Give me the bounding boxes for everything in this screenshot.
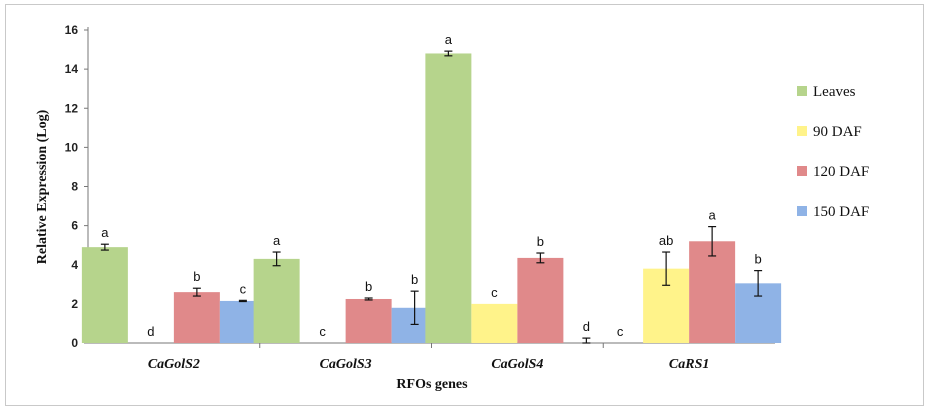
y-tick-label: 4 bbox=[71, 258, 78, 272]
bar bbox=[173, 292, 220, 343]
x-category-label: CaGolS3 bbox=[320, 357, 372, 372]
legend-swatch bbox=[797, 206, 807, 216]
bar bbox=[471, 303, 518, 343]
bar bbox=[345, 298, 392, 343]
significance-letter: c bbox=[491, 285, 498, 300]
y-tick-label: 0 bbox=[71, 336, 78, 350]
bar bbox=[425, 53, 472, 343]
y-tick-label: 12 bbox=[65, 101, 79, 115]
significance-letter: b bbox=[755, 252, 762, 267]
significance-letter: c bbox=[240, 281, 247, 296]
bar bbox=[253, 258, 300, 343]
significance-letter: a bbox=[709, 208, 717, 223]
significance-letter: c bbox=[617, 324, 624, 339]
y-tick-label: 16 bbox=[65, 23, 79, 37]
significance-letter: a bbox=[273, 233, 281, 248]
bar bbox=[81, 247, 128, 343]
significance-letter: b bbox=[365, 279, 372, 294]
x-category-label: CaRS1 bbox=[669, 357, 709, 372]
significance-letter: c bbox=[319, 324, 326, 339]
significance-letter: a bbox=[445, 32, 453, 47]
y-axis-title: Relative Expression (Log) bbox=[35, 109, 50, 264]
legend-swatch bbox=[797, 86, 807, 96]
significance-letter: d bbox=[147, 324, 154, 339]
bar bbox=[689, 241, 736, 343]
y-tick-label: 10 bbox=[65, 140, 79, 154]
y-tick-label: 8 bbox=[71, 180, 78, 194]
y-tick-label: 6 bbox=[71, 219, 78, 233]
x-axis-title: RFOs genes bbox=[396, 377, 468, 392]
significance-letter: b bbox=[193, 269, 200, 284]
legend-label: 150 DAF bbox=[813, 204, 869, 220]
y-tick-label: 2 bbox=[71, 297, 78, 311]
legend-label: Leaves bbox=[813, 84, 856, 100]
legend-label: 90 DAF bbox=[813, 124, 862, 140]
significance-letter: ab bbox=[659, 233, 673, 248]
significance-letter: a bbox=[101, 225, 109, 240]
legend-swatch bbox=[797, 166, 807, 176]
legend-label: 120 DAF bbox=[813, 164, 869, 180]
x-category-label: CaGolS2 bbox=[148, 357, 200, 372]
y-tick-label: 14 bbox=[65, 62, 79, 76]
legend-swatch bbox=[797, 126, 807, 136]
significance-letter: d bbox=[583, 319, 590, 334]
significance-letter: b bbox=[411, 272, 418, 287]
bar bbox=[517, 257, 564, 343]
x-category-label: CaGolS4 bbox=[491, 357, 543, 372]
significance-letter: b bbox=[537, 234, 544, 249]
